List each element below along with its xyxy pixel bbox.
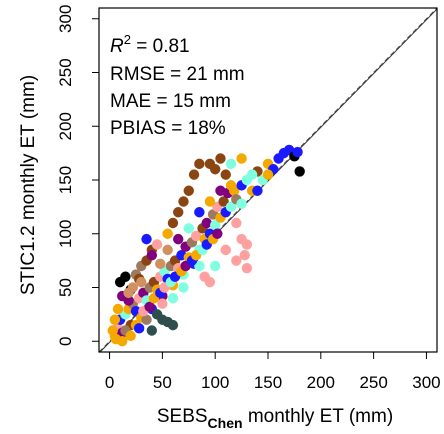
data-point bbox=[194, 207, 205, 218]
data-point bbox=[144, 301, 155, 313]
data-point bbox=[133, 323, 145, 334]
x-axis-title: SEBSChen monthly ET (mm) bbox=[157, 406, 393, 431]
stat-mae: MAE = 15 mm bbox=[110, 91, 231, 112]
data-point bbox=[188, 169, 200, 180]
data-point bbox=[141, 314, 152, 325]
data-point bbox=[173, 207, 184, 218]
data-point bbox=[146, 250, 158, 261]
data-point bbox=[209, 219, 221, 231]
y-tick-label: 200 bbox=[56, 112, 75, 140]
x-tick-label: 300 bbox=[412, 373, 440, 392]
data-point bbox=[246, 169, 258, 180]
data-point bbox=[141, 233, 152, 245]
x-axis: 0 50 100 150 200 250 300 bbox=[105, 352, 441, 392]
data-point bbox=[241, 239, 253, 250]
y-tick-label: 0 bbox=[56, 337, 75, 346]
y-tick-label: 100 bbox=[56, 220, 75, 248]
data-point bbox=[252, 185, 263, 196]
data-point bbox=[294, 166, 305, 177]
data-point bbox=[225, 180, 237, 191]
x-tick-label: 200 bbox=[307, 373, 335, 392]
data-point bbox=[151, 239, 163, 250]
data-point bbox=[155, 258, 166, 270]
data-point bbox=[125, 330, 136, 342]
data-point bbox=[215, 185, 226, 196]
data-point bbox=[292, 146, 303, 158]
data-point bbox=[112, 303, 124, 315]
data-point bbox=[178, 282, 189, 293]
data-point bbox=[136, 276, 147, 288]
data-point bbox=[215, 153, 226, 164]
data-point bbox=[157, 298, 168, 309]
data-point bbox=[190, 230, 202, 242]
stat-rmse: RMSE = 21 mm bbox=[110, 64, 245, 85]
y-axis: 0 50 100 150 200 250 300 bbox=[56, 5, 99, 346]
data-point bbox=[173, 233, 184, 245]
data-point bbox=[209, 164, 221, 175]
data-point bbox=[162, 228, 173, 239]
data-point bbox=[194, 158, 205, 170]
data-point bbox=[218, 196, 229, 207]
y-tick-label: 300 bbox=[56, 5, 75, 33]
data-point bbox=[231, 255, 242, 266]
x-tick-label: 0 bbox=[105, 373, 114, 392]
data-point bbox=[225, 201, 237, 213]
data-point bbox=[109, 314, 121, 325]
data-points bbox=[107, 144, 305, 347]
stat-pbias: PBIAS = 18% bbox=[110, 118, 226, 139]
data-point bbox=[107, 325, 118, 336]
y-tick-label: 50 bbox=[56, 278, 75, 297]
data-point bbox=[231, 217, 242, 229]
data-point bbox=[220, 244, 231, 256]
data-point bbox=[123, 295, 134, 306]
data-point bbox=[146, 325, 158, 336]
data-point bbox=[167, 217, 179, 229]
x-tick-label: 100 bbox=[201, 373, 229, 392]
data-point bbox=[220, 169, 231, 180]
data-point bbox=[178, 196, 189, 207]
x-tick-label: 150 bbox=[254, 373, 282, 392]
data-point bbox=[236, 198, 247, 209]
data-point bbox=[167, 293, 179, 304]
statistics-box: R2 = 0.81 RMSE = 21 mm MAE = 15 mm PBIAS… bbox=[110, 32, 245, 139]
y-tick-label: 250 bbox=[56, 58, 75, 86]
y-tick-label: 150 bbox=[56, 166, 75, 194]
data-point bbox=[167, 319, 179, 331]
data-point bbox=[120, 271, 131, 282]
data-point bbox=[204, 276, 216, 288]
data-point bbox=[225, 158, 237, 170]
data-point bbox=[201, 217, 212, 229]
data-point bbox=[117, 336, 128, 347]
data-point bbox=[204, 196, 216, 207]
stat-r2: R2 = 0.81 bbox=[110, 32, 190, 57]
data-point bbox=[236, 153, 247, 164]
data-point bbox=[212, 228, 223, 239]
data-point bbox=[209, 260, 221, 272]
data-point bbox=[123, 287, 134, 299]
data-point bbox=[241, 262, 253, 274]
y-axis-title: STIC1.2 monthly ET (mm) bbox=[18, 75, 39, 295]
data-point bbox=[262, 169, 274, 180]
x-tick-label: 50 bbox=[153, 373, 172, 392]
data-point bbox=[162, 244, 173, 256]
data-point bbox=[239, 250, 250, 261]
data-point bbox=[183, 223, 194, 234]
data-point bbox=[183, 185, 194, 196]
data-point bbox=[194, 260, 205, 272]
x-tick-label: 250 bbox=[359, 373, 387, 392]
